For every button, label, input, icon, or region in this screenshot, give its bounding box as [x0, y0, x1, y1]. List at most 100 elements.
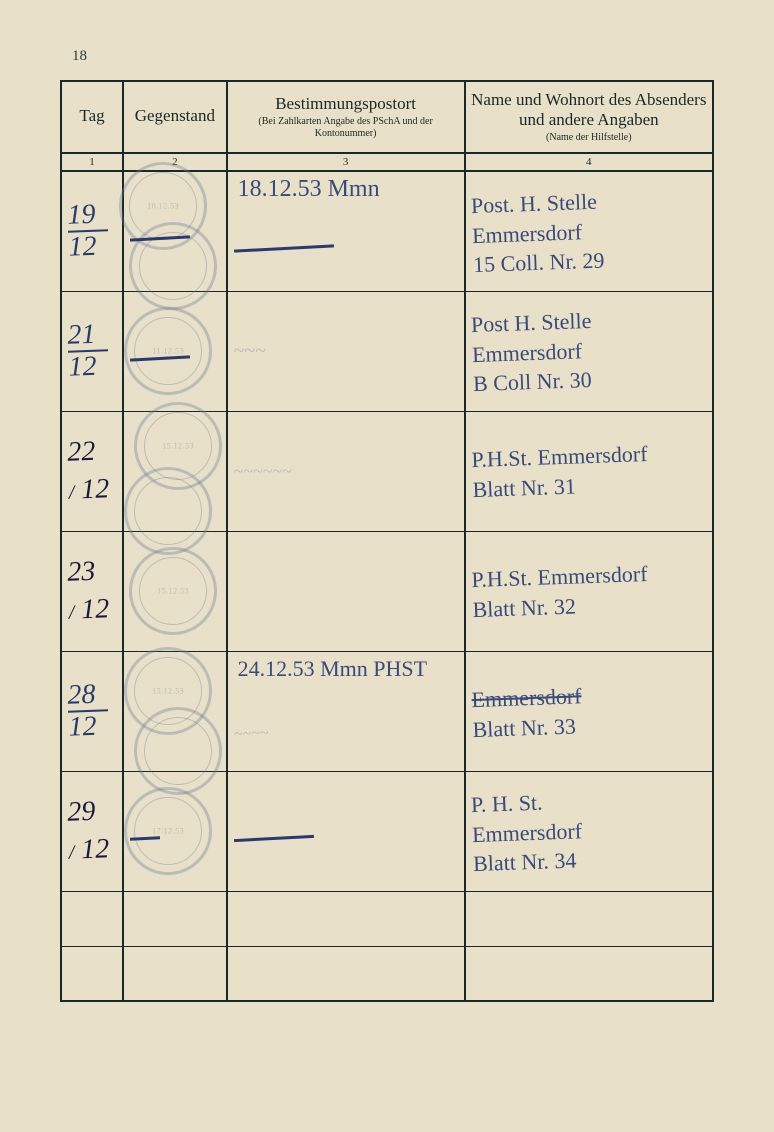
note-content: P. H. St. Emmersdorf Blatt Nr. 34 [470, 782, 707, 879]
bestimmung-cell: ~~~ [227, 291, 465, 411]
date-day: 23 [67, 553, 109, 592]
table-row: 28 12 15.12.53 24.12.53 Mmn PHST ~~~~ Em… [61, 651, 713, 771]
empty-cell [465, 946, 713, 1001]
postmark-stamp: 17.12.53 [124, 787, 212, 875]
header-tag: Tag [61, 81, 123, 153]
note-line: B Coll Nr. 30 [472, 362, 707, 400]
empty-cell [465, 891, 713, 946]
date-fraction: 21 12 [67, 316, 109, 387]
header-bestimmung-main: Bestimmungspostort [232, 94, 460, 116]
bestimmung-cell [227, 771, 465, 891]
empty-cell [227, 891, 465, 946]
stamp-date: 15.12.53 [162, 441, 194, 450]
stamp-date: 10.12.53 [147, 202, 179, 211]
faded-text: ~~~~ [233, 716, 458, 745]
dash-mark [130, 355, 190, 361]
dash-mark [130, 236, 190, 242]
note-line: Blatt Nr. 34 [472, 842, 707, 880]
tag-cell: 28 12 [61, 651, 123, 771]
table-row: 21 12 11.12.53 ~~~ Post H. Stelle Emmers… [61, 291, 713, 411]
dash-mark [130, 836, 160, 841]
table-row-empty [61, 891, 713, 946]
gegenstand-cell: 15.12.53 [123, 651, 226, 771]
header-gegenstand-label: Gegenstand [128, 106, 221, 128]
stamp-date: 17.12.53 [152, 826, 184, 835]
date-fraction: 22 / 12 [67, 433, 110, 510]
table-row: 22 / 12 15.12.53 ~~~~~~ P.H.St. Emmersdo… [61, 411, 713, 531]
note-content: Emmersdorf Blatt Nr. 33 [471, 677, 707, 745]
name-cell: P.H.St. Emmersdorf Blatt Nr. 32 [465, 531, 713, 651]
empty-cell [227, 946, 465, 1001]
date-month: 12 [68, 347, 109, 386]
name-cell: Post. H. Stelle Emmersdorf 15 Coll. Nr. … [465, 171, 713, 291]
stamp-date: 15.12.53 [157, 586, 189, 595]
gegenstand-cell: 11.12.53 [123, 291, 226, 411]
col-num-1: 1 [61, 153, 123, 171]
bestimmung-cell: 18.12.53 Mmn [227, 171, 465, 291]
col-num-4: 4 [465, 153, 713, 171]
col-num-2: 2 [123, 153, 226, 171]
tag-cell: 29 / 12 [61, 771, 123, 891]
dash-mark [234, 835, 314, 842]
stamp-date: 15.12.53 [152, 686, 184, 695]
postmark-stamp: 15.12.53 [134, 402, 222, 490]
bestimmung-cell: ~~~~~~ [227, 411, 465, 531]
table-row: 23 / 12 15.12.53 P.H.St. Emmersdorf Blat… [61, 531, 713, 651]
date-fraction: 29 / 12 [67, 793, 110, 870]
date-fraction: 28 12 [67, 676, 109, 747]
header-tag-label: Tag [66, 106, 118, 128]
gegenstand-cell: 10.12.53 [123, 171, 226, 291]
date-day: 22 [67, 433, 109, 472]
stamp-date: 11.12.53 [152, 346, 184, 355]
ledger-table: Tag Gegenstand Bestimmungspostort (Bei Z… [60, 80, 714, 1002]
gegenstand-cell: 15.12.53 [123, 531, 226, 651]
tag-cell: 22 / 12 [61, 411, 123, 531]
header-name-sub: (Name der Hilfstelle) [470, 132, 708, 144]
tag-cell: 19 12 [61, 171, 123, 291]
date-month: 12 [81, 833, 110, 865]
empty-cell [61, 891, 123, 946]
date-month: 12 [81, 593, 110, 625]
header-bestimmung-sub: (Bei Zahlkarten Angabe des PSchA und der… [232, 116, 460, 140]
column-number-row: 1 2 3 4 [61, 153, 713, 171]
row-header-date: 18.12.53 Mmn [238, 176, 380, 203]
name-cell: P. H. St. Emmersdorf Blatt Nr. 34 [465, 771, 713, 891]
note-content: Post. H. Stelle Emmersdorf 15 Coll. Nr. … [470, 183, 707, 280]
faded-text: ~~~~~~ [234, 461, 292, 481]
postmark-stamp: 15.12.53 [129, 547, 217, 635]
date-month: 12 [68, 228, 109, 267]
header-name-main: Name und Wohnort des Absenders und ander… [470, 90, 708, 132]
header-name: Name und Wohnort des Absenders und ander… [465, 81, 713, 153]
name-cell: Post H. Stelle Emmersdorf B Coll Nr. 30 [465, 291, 713, 411]
postmark-stamp: 11.12.53 [124, 307, 212, 395]
row-header-date: 24.12.53 Mmn PHST [238, 656, 427, 682]
col-num-3: 3 [227, 153, 465, 171]
empty-cell [123, 891, 226, 946]
note-content: Post H. Stelle Emmersdorf B Coll Nr. 30 [470, 302, 707, 399]
name-cell: Emmersdorf Blatt Nr. 33 [465, 651, 713, 771]
empty-cell [123, 946, 226, 1001]
date-fraction: 19 12 [67, 196, 109, 267]
name-cell: P.H.St. Emmersdorf Blatt Nr. 31 [465, 411, 713, 531]
empty-cell [61, 946, 123, 1001]
date-month: 12 [68, 707, 109, 746]
bestimmung-cell [227, 531, 465, 651]
header-row: Tag Gegenstand Bestimmungspostort (Bei Z… [61, 81, 713, 153]
dash-mark [234, 245, 334, 253]
table-row: 29 / 12 17.12.53 P. H. St. Emmersdorf Bl… [61, 771, 713, 891]
tag-cell: 23 / 12 [61, 531, 123, 651]
bestimmung-cell: 24.12.53 Mmn PHST ~~~~ [227, 651, 465, 771]
gegenstand-cell: 15.12.53 [123, 411, 226, 531]
gegenstand-cell: 17.12.53 [123, 771, 226, 891]
page-number: 18 [72, 48, 87, 65]
header-gegenstand: Gegenstand [123, 81, 226, 153]
postmark-stamp: 15.12.53 [124, 647, 212, 735]
tag-cell: 21 12 [61, 291, 123, 411]
note-content: P.H.St. Emmersdorf Blatt Nr. 32 [471, 557, 707, 625]
table-row-empty [61, 946, 713, 1001]
table-row: 19 12 10.12.53 18.12.53 Mmn Post. H. Ste… [61, 171, 713, 291]
date-day: 29 [67, 793, 109, 832]
faded-text: ~~~ [234, 340, 266, 362]
date-fraction: 23 / 12 [67, 553, 110, 630]
note-content: P.H.St. Emmersdorf Blatt Nr. 31 [471, 437, 707, 505]
